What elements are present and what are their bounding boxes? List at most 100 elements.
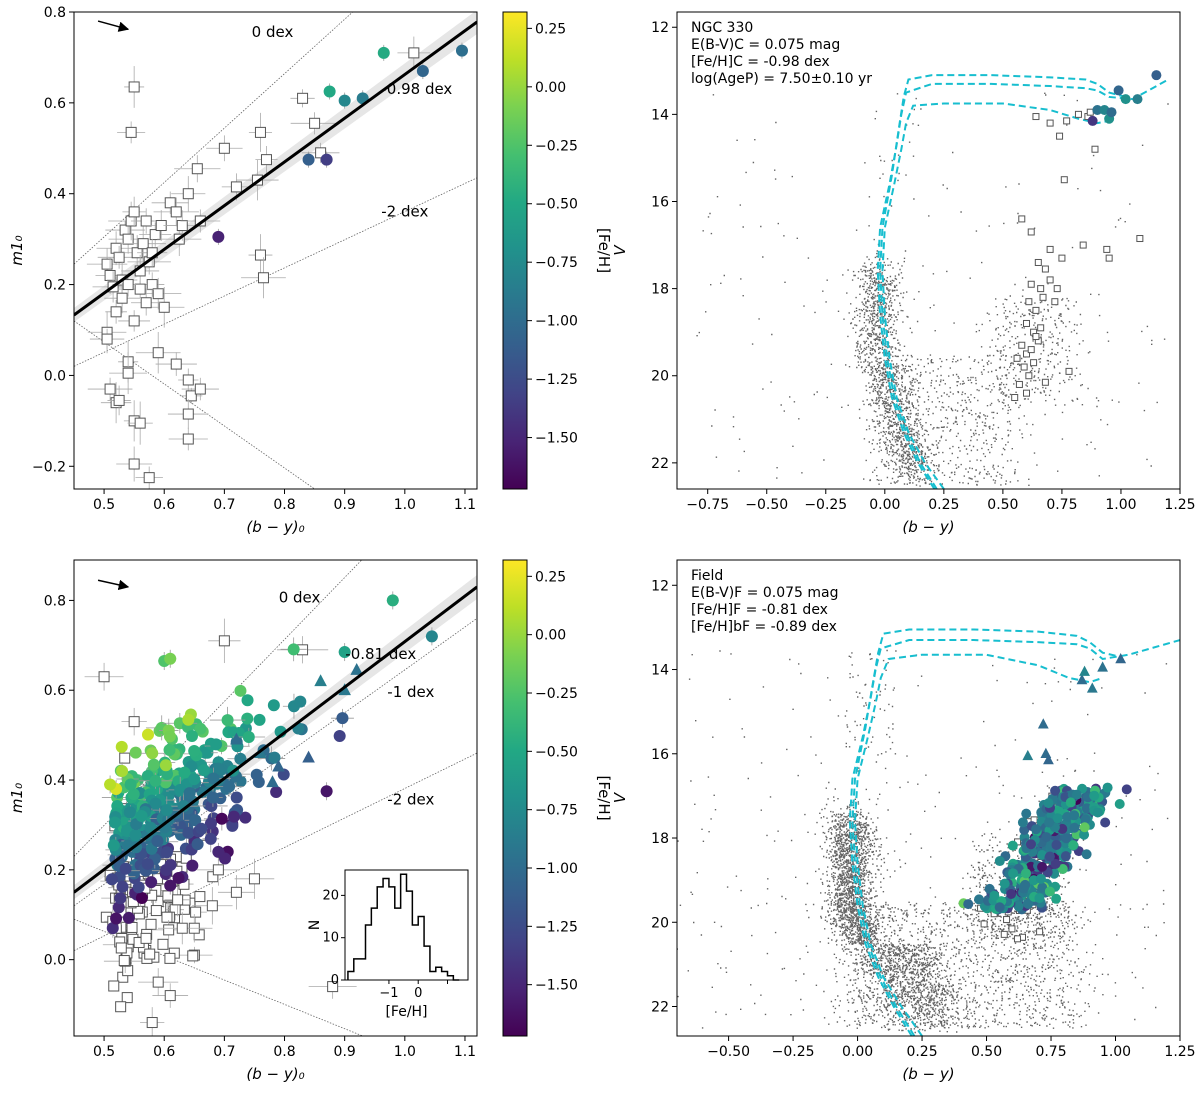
nonmember-point <box>194 383 206 395</box>
isometallicity-line <box>74 177 477 367</box>
nonmember-point <box>254 249 266 261</box>
member-point <box>230 791 243 804</box>
member-point <box>277 768 290 781</box>
member-point <box>994 902 1005 913</box>
member-point <box>338 94 351 107</box>
colorbar-tick-label: −0.50 <box>535 744 578 760</box>
member-point <box>135 810 148 823</box>
nonmember-point <box>230 181 242 193</box>
x-tick-label: 1.0 <box>394 1044 416 1060</box>
panel-m1-cluster: 0 dex -2 dex -0.98 dex 0.5 0.6 0.7 0.8 0.9 1.0 1.… <box>8 5 613 536</box>
isometallicity-label: 0 dex <box>279 589 321 607</box>
triangle-member-point <box>1043 754 1054 765</box>
member-point <box>1081 849 1092 860</box>
nonmember-point <box>164 197 176 209</box>
x-tick-label: 1.0 <box>394 497 416 513</box>
x-tick-label: 0.7 <box>213 1044 235 1060</box>
nonmember-point <box>1027 228 1035 236</box>
annotation-line: [Fe/H]C = -0.98 dex <box>691 54 830 70</box>
member-point <box>1021 808 1032 819</box>
member-point <box>416 65 429 78</box>
colorbar-tick-label: 0.25 <box>535 569 566 585</box>
member-point <box>320 785 333 798</box>
member-point <box>1006 889 1017 900</box>
x-tick-label: 1.25 <box>1164 497 1195 513</box>
member-point <box>212 845 225 858</box>
nonmember-point <box>122 367 134 379</box>
colorbar-tick-label: −1.00 <box>535 314 578 330</box>
triangle-member-point <box>272 759 285 772</box>
colorbar-tick-label: 0.25 <box>535 21 566 37</box>
member-point <box>122 911 135 924</box>
member-point <box>151 835 164 848</box>
member-point <box>294 695 307 708</box>
member-point <box>127 788 140 801</box>
member-point <box>425 630 438 643</box>
nonmember-point <box>110 306 122 318</box>
plot-area <box>677 628 1180 1036</box>
nonmember-point <box>1051 298 1059 306</box>
triangle-member-point <box>266 775 279 788</box>
member-point <box>141 728 154 741</box>
panel-m1-field: 0 dex -1 dex -2 dex -0.81 dex 0.5 0.6 0.7 0.8 0.… <box>8 559 613 1083</box>
y-tick-label: 18 <box>651 282 669 298</box>
nonmember-point <box>1023 350 1031 358</box>
nonmember-point <box>315 147 327 159</box>
nonmember-point <box>119 224 131 236</box>
nonmember-point <box>182 188 194 200</box>
inset-y-tick-label: 20 <box>322 888 339 903</box>
x-tick-label: 0.25 <box>928 497 959 513</box>
member-point <box>1020 879 1031 890</box>
nonmember-point <box>218 635 230 647</box>
member-point <box>161 767 174 780</box>
colorbar-tick-label: −1.50 <box>535 431 578 447</box>
member-point <box>188 773 201 786</box>
nonmember-point <box>140 215 152 227</box>
nonmember-point <box>187 950 199 962</box>
member-point <box>106 922 119 935</box>
nonmember-point <box>182 433 194 445</box>
plot-frame <box>73 11 478 490</box>
member-point <box>270 786 283 799</box>
nonmember-point <box>158 301 170 313</box>
nonmember-point <box>1008 925 1016 933</box>
nonmember-point <box>1032 113 1040 121</box>
nonmember-point <box>1074 110 1082 118</box>
inset-x-tick-label: −1 <box>379 986 398 1001</box>
member-point <box>1120 94 1131 105</box>
member-point <box>1031 824 1042 835</box>
x-tick-label: 0.00 <box>842 1044 873 1060</box>
colorbar <box>502 559 528 1037</box>
nonmember-point <box>1025 372 1033 380</box>
member-point <box>227 810 240 823</box>
member-point <box>1121 784 1132 795</box>
member-point <box>1044 886 1055 897</box>
nonmember-point <box>162 890 174 902</box>
nonmember-point <box>1041 378 1049 386</box>
nonmember-point <box>164 952 176 964</box>
nonmember-point <box>150 905 162 917</box>
x-axis-label: (b − y)₀ <box>246 1065 304 1083</box>
reddening-arrow <box>97 579 130 591</box>
fit-line <box>74 20 477 317</box>
y-tick-label: 12 <box>651 20 669 36</box>
x-tick-label: −0.25 <box>772 1044 815 1060</box>
nonmember-point <box>1041 265 1049 273</box>
nonmember-point <box>128 716 140 728</box>
nonmember-point <box>157 938 169 950</box>
annotation-line: E(B-V)F = 0.075 mag <box>691 585 839 601</box>
x-tick-label: 1.1 <box>454 1044 476 1060</box>
member-point <box>1025 839 1036 850</box>
nonmember-point <box>1091 145 1099 153</box>
inset-y-tick-label: 0 <box>331 973 339 988</box>
colorbar <box>502 11 528 490</box>
member-point <box>149 797 162 810</box>
nonmember-point <box>134 283 146 295</box>
isochrone <box>876 78 1169 489</box>
colorbar-tick-label: −0.75 <box>535 255 578 271</box>
member-point <box>210 738 223 751</box>
nonmember-point <box>140 932 152 944</box>
x-tick-label: 0.00 <box>869 497 900 513</box>
y-axis-label: V <box>611 244 629 256</box>
x-tick-label: 0.8 <box>273 497 295 513</box>
